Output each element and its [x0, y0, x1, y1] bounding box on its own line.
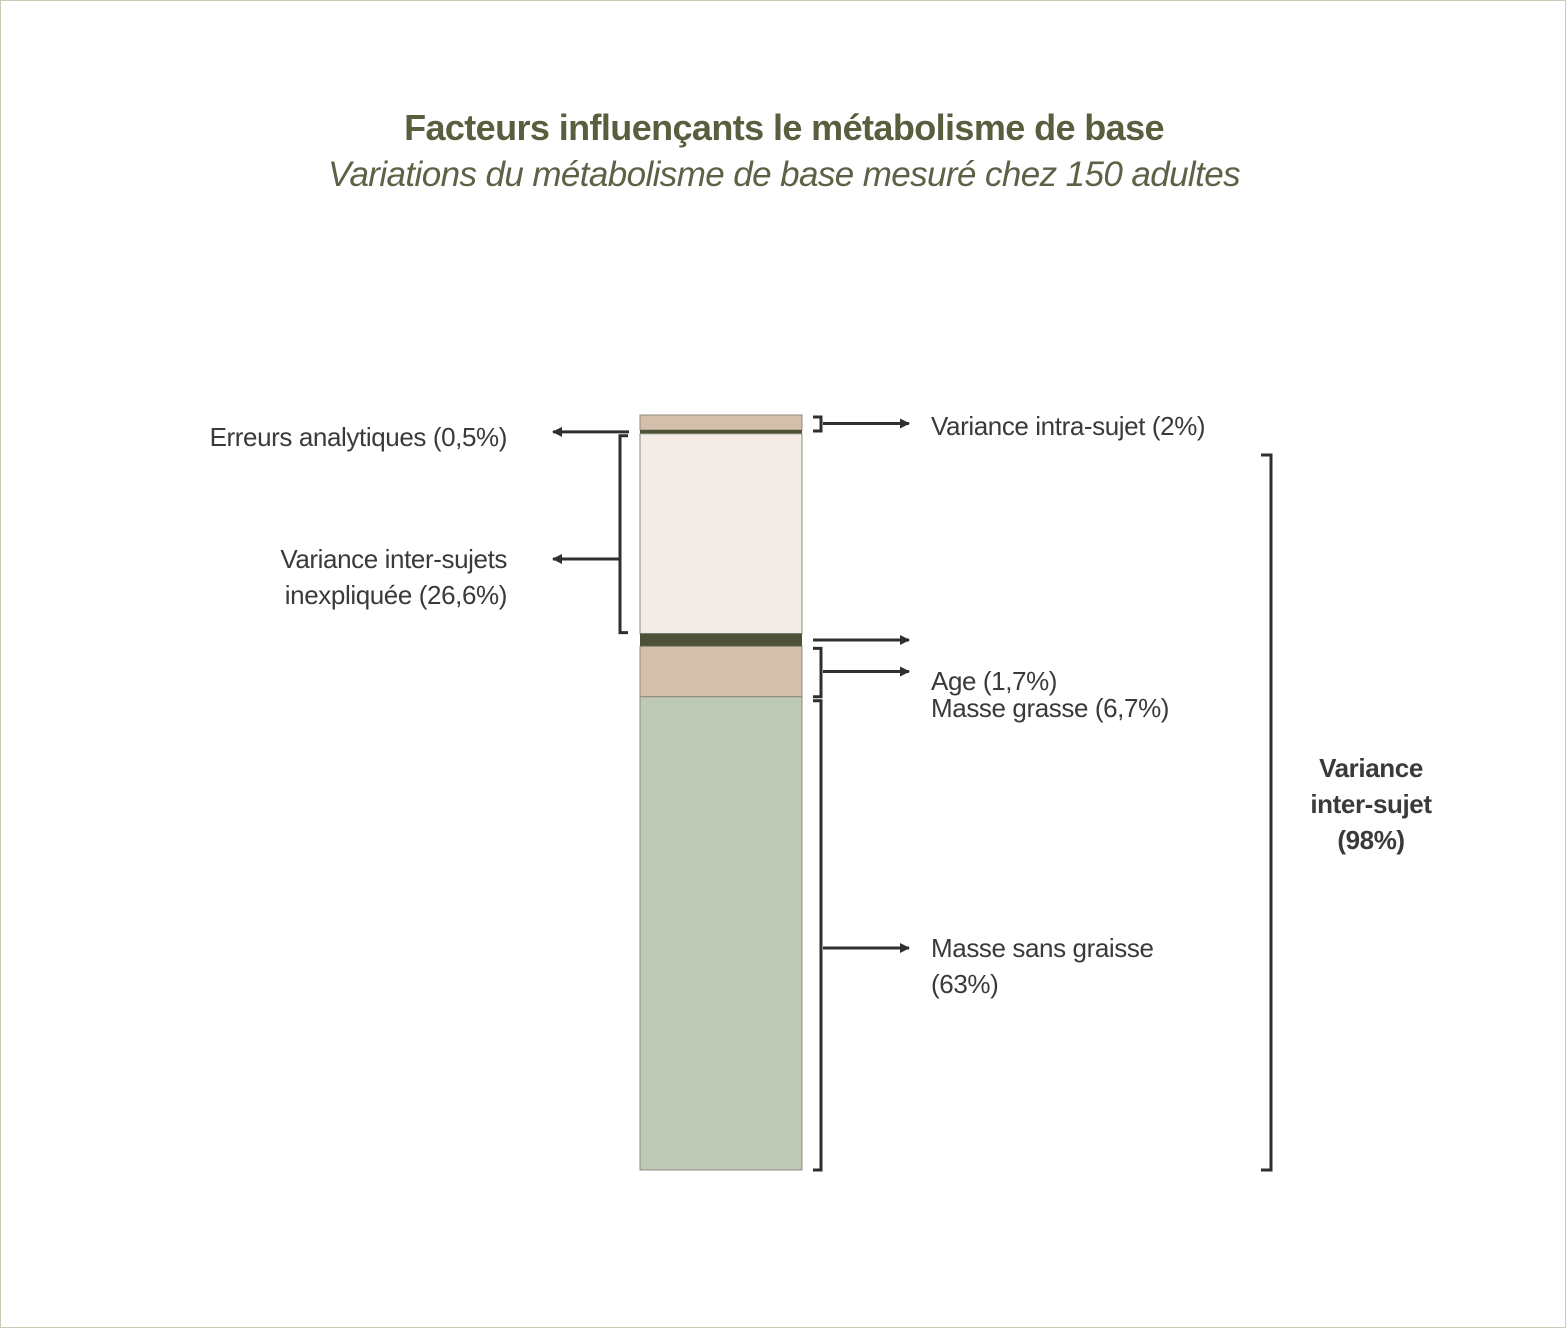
label-intra: Variance intra-sujet (2%) [931, 411, 1205, 441]
label-inter-sujet: Variance inter-sujet (98%) [1310, 753, 1432, 855]
chart-subtitle: Variations du métabolisme de base mesuré… [328, 155, 1241, 194]
chart-title: Facteurs influençants le métabolisme de … [404, 107, 1164, 148]
bar-segment-age [640, 633, 802, 647]
bracket-inexpliquee [618, 434, 628, 635]
bracket-masse-grasse [813, 646, 823, 699]
label-inexpliquee: Variance inter-sujets inexpliquée (26,6%) [280, 544, 507, 610]
label-age: Age (1,7%) [931, 666, 1057, 696]
bar-segment-masse_grasse [639, 645, 803, 698]
bracket-intra [813, 415, 823, 433]
label-masse-sans-graisse: Masse sans graisse (63%) [931, 933, 1154, 999]
bar-segment-erreurs [640, 430, 802, 434]
label-masse-grasse: Masse grasse (6,7%) [931, 693, 1169, 723]
label-erreurs: Erreurs analytiques (0,5%) [210, 422, 507, 452]
bracket-masse-sans-graisse [813, 699, 823, 1172]
bar-segment-inexpliquee [639, 433, 803, 635]
bar-segment-masse_sans_graisse [639, 696, 803, 1171]
bracket-inter-sujet [1261, 453, 1273, 1172]
bar-segment-intra [639, 414, 803, 431]
